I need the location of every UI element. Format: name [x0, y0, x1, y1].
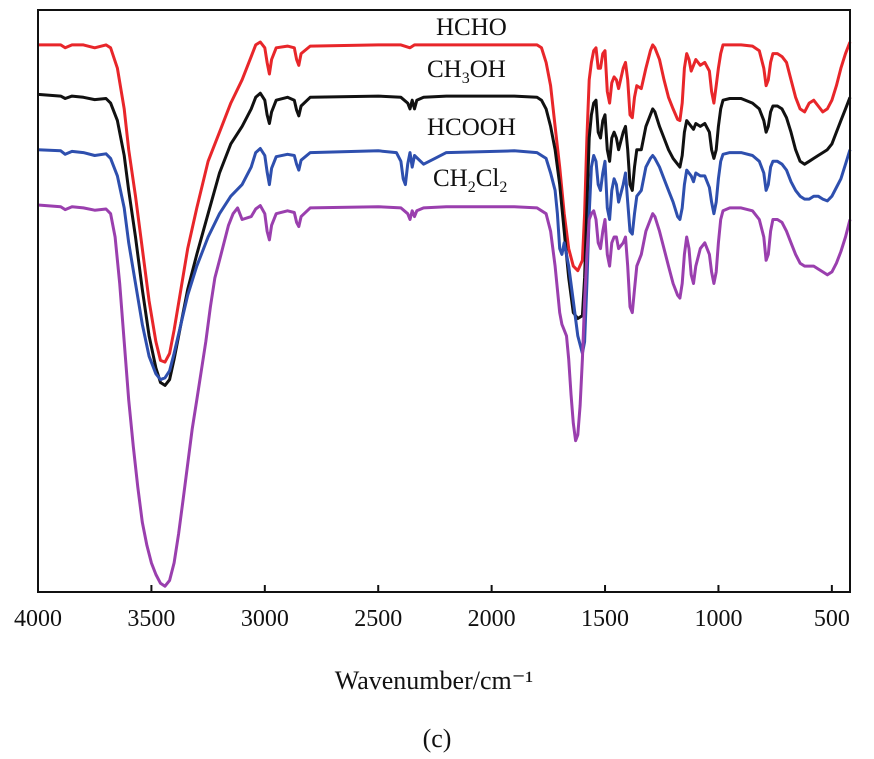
plot-frame: [37, 9, 851, 593]
x-tick-label: 1500: [581, 606, 629, 632]
series-labels: HCHO CH3OH HCOOH CH2Cl2: [427, 14, 516, 196]
figure-caption: (c): [423, 724, 452, 753]
x-tick-label: 2000: [468, 606, 516, 632]
x-tick-label: 3000: [241, 606, 289, 632]
x-tick-label: 4000: [14, 606, 62, 632]
series-label: CH2Cl2: [433, 165, 507, 196]
series-line-0: [38, 40, 852, 364]
series-line-3: [37, 203, 852, 588]
series-lines: [37, 40, 852, 588]
x-axis-ticks: 4000 3500 3000 2500 2000 1500 1000 500: [14, 585, 850, 632]
x-tick-label: 1000: [694, 606, 742, 632]
series-line-2: [37, 147, 852, 382]
series-label: CH3OH: [427, 56, 506, 87]
series-label: HCOOH: [427, 114, 516, 141]
x-tick-label: 500: [814, 606, 850, 632]
x-tick-label: 2500: [354, 606, 402, 632]
series-line-1: [37, 91, 852, 387]
series-label: HCHO: [436, 14, 507, 41]
x-tick-label: 3500: [127, 606, 175, 632]
x-axis-title: Wavenumber/cm⁻¹: [335, 666, 533, 695]
